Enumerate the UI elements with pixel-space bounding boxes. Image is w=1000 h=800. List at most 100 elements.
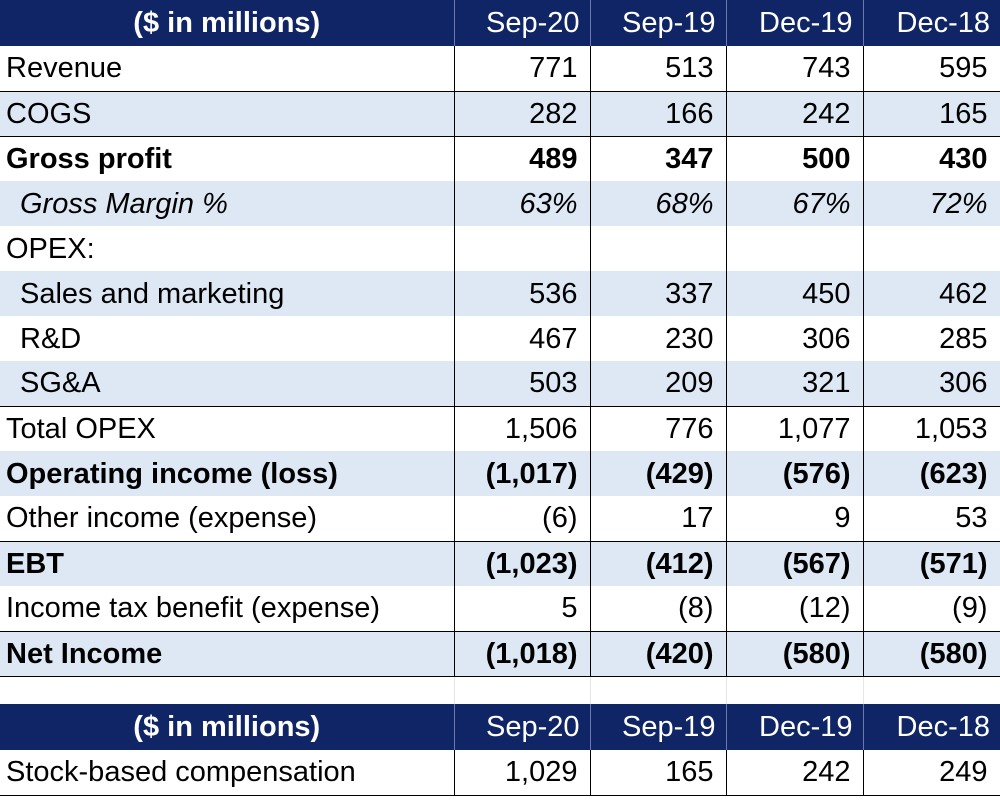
cell-value: 503: [453, 361, 590, 407]
cell-value: 500: [725, 136, 863, 181]
cell-value: 165: [589, 750, 726, 796]
cell-value: (580): [862, 631, 1000, 677]
header-period: Sep-20: [453, 0, 590, 46]
cell-value: 450: [725, 271, 863, 316]
cell-value: (576): [725, 451, 863, 496]
header-period: Dec-18: [862, 0, 1000, 46]
cell-value: (1,018): [453, 631, 590, 677]
row-label: SG&A: [0, 361, 454, 407]
cell-value: 72%: [862, 181, 1000, 226]
cell-value: [725, 226, 863, 271]
cell-value: 776: [589, 406, 726, 451]
cell-value: (567): [725, 540, 863, 586]
table-row-stock-comp: Stock-based compensation 1,029 165 242 2…: [0, 750, 1000, 796]
cell-value: 347: [589, 136, 726, 181]
cell-value: (580): [725, 631, 863, 677]
cell-value: 321: [725, 361, 863, 407]
row-label: Other income (expense): [6, 502, 318, 535]
cell-value: 53: [862, 496, 1000, 541]
row-label: Operating income (loss): [0, 451, 454, 496]
cell-value: 1,029: [453, 750, 590, 796]
table-row-other-income: Other income (expense) (6) 17 9 53: [0, 496, 1000, 541]
cell-value: (412): [589, 540, 726, 586]
cell-value: 68%: [589, 181, 726, 226]
table-row-revenue: Revenue 771 513 743 595: [0, 46, 1000, 92]
header-period: Dec-18: [862, 704, 1000, 750]
table-row-sga: SG&A 503 209 321 306: [0, 361, 1000, 407]
cell-value: (623): [862, 451, 1000, 496]
row-label: EBT: [0, 540, 454, 586]
cell-value: (1,017): [453, 451, 590, 496]
header-label: ($ in millions): [0, 704, 454, 750]
table-row-total-opex: Total OPEX 1,506 776 1,077 1,053: [0, 406, 1000, 451]
row-label: Total OPEX: [6, 412, 156, 445]
cell-value: 9: [725, 496, 863, 541]
header-period: Dec-19: [725, 0, 863, 46]
cell-value: 165: [862, 91, 1000, 137]
cell-value: (6): [453, 496, 590, 541]
table-row-ebt: EBT (1,023) (412) (567) (571): [0, 540, 1000, 586]
cell-value: 513: [589, 46, 726, 92]
row-label: Stock-based compensation: [0, 750, 454, 796]
row-label: OPEX:: [6, 232, 95, 265]
cell-value: 1,053: [862, 406, 1000, 451]
table-row-gross-margin: Gross Margin % 63% 68% 67% 72%: [0, 181, 1000, 226]
table-row-income-tax: Income tax benefit (expense) 5 (8) (12) …: [0, 586, 1000, 632]
cell-value: 282: [453, 91, 590, 137]
cell-value: 209: [589, 361, 726, 407]
cell-value: 166: [589, 91, 726, 137]
row-label: Revenue: [0, 46, 454, 92]
table-row-sales-marketing: Sales and marketing 536 337 450 462: [0, 271, 1000, 316]
cell-value: 467: [453, 316, 590, 361]
header-period: Dec-19: [725, 704, 863, 750]
table-row-opex-header: OPEX:: [0, 226, 1000, 271]
cell-value: 67%: [725, 181, 863, 226]
row-label: Gross Margin %: [0, 181, 454, 226]
header-period: Sep-20: [453, 704, 590, 750]
cell-value: 430: [862, 136, 1000, 181]
header-row: ($ in millions) Sep-20 Sep-19 Dec-19 Dec…: [0, 704, 1000, 750]
cell-value: 489: [453, 136, 590, 181]
row-label: Sales and marketing: [0, 271, 454, 316]
cell-value: 743: [725, 46, 863, 92]
row-label: COGS: [0, 91, 454, 137]
cell-value: 536: [453, 271, 590, 316]
row-label: Net Income: [0, 631, 454, 677]
cell-value: [589, 226, 726, 271]
cell-value: 285: [862, 316, 1000, 361]
cell-value: 462: [862, 271, 1000, 316]
cell-value: 242: [725, 750, 863, 796]
cell-value: 230: [589, 316, 726, 361]
table-row-net-income: Net Income (1,018) (420) (580) (580): [0, 631, 1000, 677]
table-row-rnd: R&D 467 230 306 285: [0, 316, 1000, 361]
row-label: R&D: [20, 322, 82, 355]
cell-value: (1,023): [453, 540, 590, 586]
cell-value: [453, 226, 590, 271]
header-period: Sep-19: [589, 704, 726, 750]
cell-value: (571): [862, 540, 1000, 586]
cell-value: 595: [862, 46, 1000, 92]
row-label: Gross profit: [6, 142, 172, 175]
cell-value: 306: [862, 361, 1000, 407]
header-period: Sep-19: [589, 0, 726, 46]
cell-value: (8): [589, 586, 726, 632]
cell-value: (429): [589, 451, 726, 496]
cell-value: 306: [725, 316, 863, 361]
header-row: ($ in millions) Sep-20 Sep-19 Dec-19 Dec…: [0, 0, 1000, 46]
cell-value: 337: [589, 271, 726, 316]
table-row-operating-income: Operating income (loss) (1,017) (429) (5…: [0, 451, 1000, 496]
cell-value: 1,077: [725, 406, 863, 451]
row-label: Income tax benefit (expense): [0, 586, 454, 632]
cell-value: 5: [453, 586, 590, 632]
cell-value: (9): [862, 586, 1000, 632]
header-label: ($ in millions): [0, 0, 454, 46]
table-row-cogs: COGS 282 166 242 165: [0, 91, 1000, 137]
spacer-row: [0, 676, 1000, 704]
stock-comp-table: ($ in millions) Sep-20 Sep-19 Dec-19 Dec…: [0, 704, 1000, 796]
cell-value: 249: [862, 750, 1000, 796]
cell-value: (420): [589, 631, 726, 677]
cell-value: 63%: [453, 181, 590, 226]
income-statement-table: ($ in millions) Sep-20 Sep-19 Dec-19 Dec…: [0, 0, 1000, 704]
cell-value: [862, 226, 1000, 271]
table-row-gross-profit: Gross profit 489 347 500 430: [0, 136, 1000, 181]
